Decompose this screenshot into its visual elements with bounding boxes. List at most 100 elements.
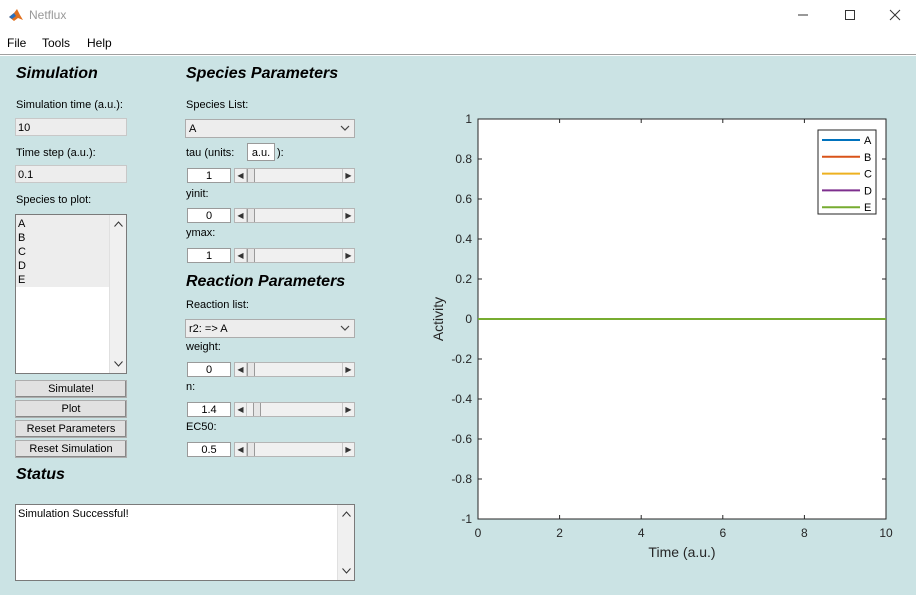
chevron-right-icon[interactable]: ▶ [342,363,354,376]
reaction-dropdown[interactable]: r2: => A [185,319,355,338]
weight-slider[interactable]: ◀ ▶ [234,362,355,377]
list-item[interactable]: C [18,246,26,258]
x-axis-label: Time (a.u.) [648,544,715,560]
close-icon [889,9,901,21]
minimize-icon [798,14,808,16]
reset-parameters-button[interactable]: Reset Parameters [15,420,127,438]
slider-thumb[interactable] [253,403,262,416]
slider-thumb[interactable] [247,209,255,222]
tau-value-input[interactable]: 1 [187,168,231,183]
maximize-icon [845,10,855,20]
yinit-label: yinit: [186,188,209,200]
listbox-scrollbar[interactable] [109,215,126,373]
species-dropdown-value: A [189,123,197,135]
tau-label: tau (units: [186,147,235,159]
minimize-button[interactable] [780,0,826,30]
chevron-down-icon[interactable] [338,564,355,580]
weight-label: weight: [186,341,221,353]
chevron-left-icon[interactable]: ◀ [235,249,247,262]
x-tick-label: 0 [475,526,482,540]
list-item[interactable]: D [18,260,26,272]
menu-file[interactable]: File [7,36,27,50]
chevron-left-icon[interactable]: ◀ [235,443,247,456]
chevron-right-icon[interactable]: ▶ [342,169,354,182]
chevron-right-icon[interactable]: ▶ [342,249,354,262]
n-slider[interactable]: ◀ ▶ [234,402,355,417]
n-value-input[interactable]: 1.4 [187,402,231,417]
legend-label-B: B [864,152,871,164]
tau-slider[interactable]: ◀ ▶ [234,168,355,183]
chevron-right-icon[interactable]: ▶ [342,403,354,416]
status-message: Simulation Successful! [18,508,129,520]
ymax-value-input[interactable]: 1 [187,248,231,263]
activity-plot[interactable]: 0 2 4 6 8 1010.80.60.40.20-0.2-0.4-0.6-0.8-1 … [0,56,916,595]
ec50-label: EC50: [186,421,217,433]
slider-thumb[interactable] [247,363,255,376]
chevron-up-icon[interactable] [110,217,127,233]
listbox-selection-highlight [16,215,110,287]
species-to-plot-label: Species to plot: [16,194,92,206]
maximize-button[interactable] [827,0,873,30]
menu-help[interactable]: Help [87,36,112,50]
slider-thumb[interactable] [247,249,255,262]
matlab-logo-icon [8,7,24,23]
x-tick-label: 2 [556,526,563,540]
y-axis-label: Activity [430,297,446,341]
chevron-down-icon[interactable] [110,357,127,373]
yinit-value-input[interactable]: 0 [187,208,231,223]
list-item[interactable]: A [18,218,26,230]
weight-value-input[interactable]: 0 [187,362,231,377]
time-step-label: Time step (a.u.): [16,147,96,159]
species-params-heading: Species Parameters [186,65,339,82]
y-tick-label: -0.8 [451,472,472,486]
chevron-right-icon[interactable]: ▶ [342,209,354,222]
status-textbox[interactable]: Simulation Successful! [15,504,355,581]
chevron-right-icon[interactable]: ▶ [342,443,354,456]
n-label: n: [186,381,196,393]
slider-thumb[interactable] [247,169,255,182]
time-step-input[interactable]: 0.1 [15,165,127,183]
plot-button[interactable]: Plot [15,400,127,418]
list-item[interactable]: B [18,232,26,244]
ec50-slider[interactable]: ◀ ▶ [234,442,355,457]
y-tick-label: -0.4 [451,392,472,406]
y-tick-label: -0.6 [451,432,472,446]
y-tick-label: 1 [465,112,472,126]
legend-box [817,129,877,215]
x-tick-label: 8 [801,526,808,540]
tau-units-input[interactable]: a.u. [247,143,275,161]
ec50-value-input[interactable]: 0.5 [187,442,231,457]
title-bar: Netflux [0,0,916,30]
yinit-slider[interactable]: ◀ ▶ [234,208,355,223]
sim-time-label: Simulation time (a.u.): [16,99,123,111]
y-tick-label: -0.2 [451,352,472,366]
legend-label-A: A [864,135,872,147]
close-window-button[interactable] [872,0,916,30]
ymax-label: ymax: [186,227,216,239]
species-list-label: Species List: [186,99,249,111]
menu-tools[interactable]: Tools [42,36,71,50]
species-plot-listbox[interactable]: A B C D E [15,214,127,374]
chevron-up-icon[interactable] [338,507,355,523]
chevron-left-icon[interactable]: ◀ [235,209,247,222]
species-dropdown[interactable]: A [185,119,355,138]
chevron-down-icon [340,325,350,331]
window-title: Netflux [29,8,67,22]
reset-simulation-button[interactable]: Reset Simulation [15,440,127,458]
chevron-left-icon[interactable]: ◀ [235,169,247,182]
y-tick-label: 0.8 [455,152,472,166]
chevron-left-icon[interactable]: ◀ [235,403,247,416]
ymax-slider[interactable]: ◀ ▶ [234,248,355,263]
reaction-params-heading: Reaction Parameters [186,273,346,290]
chevron-left-icon[interactable]: ◀ [235,363,247,376]
simulate-button[interactable]: Simulate! [15,380,127,398]
y-tick-label: 0.2 [455,272,472,286]
x-tick-label: 10 [879,526,893,540]
list-item[interactable]: E [18,274,26,286]
x-tick-label: 6 [719,526,726,540]
slider-thumb[interactable] [247,443,255,456]
sim-time-input[interactable]: 10 [15,118,127,136]
tau-close-label: ): [277,147,284,159]
status-scrollbar[interactable] [337,505,354,580]
